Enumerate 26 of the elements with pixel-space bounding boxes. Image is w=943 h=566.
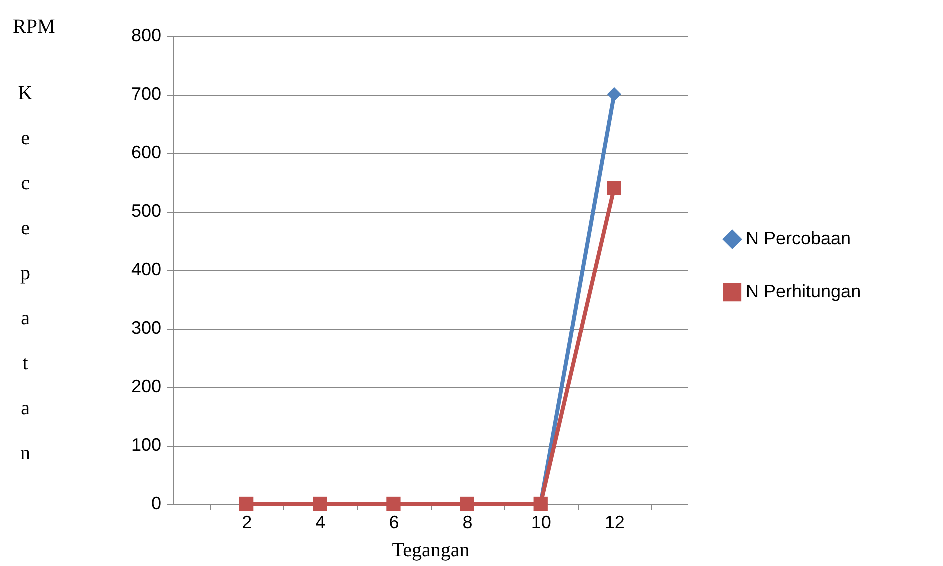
point: [313, 496, 328, 512]
y-tick-label: 400: [131, 260, 162, 280]
y-tick-label: 600: [131, 142, 162, 162]
legend-label: N Perhitungan: [746, 282, 862, 302]
y-tick-label: 300: [131, 318, 162, 338]
y-tick-label: 800: [131, 26, 162, 46]
point: [607, 181, 622, 196]
x-tick-label: 4: [316, 512, 326, 532]
legend-label: N Percobaan: [746, 228, 852, 248]
y-tick-label: 500: [131, 201, 162, 221]
text: Kecepatan: [18, 82, 33, 464]
point: [607, 87, 622, 102]
point: [460, 496, 474, 512]
point: [386, 496, 401, 512]
y-tick-label: 100: [131, 435, 162, 455]
point: [240, 496, 254, 512]
x-tick-label: 12: [604, 512, 625, 532]
y-tick-label: 0: [151, 494, 162, 514]
x-tick-label: 8: [462, 512, 473, 532]
x-tick-label: 2: [242, 512, 252, 532]
text: RPM: [13, 16, 56, 38]
x-tick-label: 10: [531, 512, 552, 532]
x-tick-label: 6: [389, 512, 400, 532]
x-axis-title: Tegangan: [392, 540, 470, 562]
y-tick-label: 700: [131, 84, 162, 104]
y-tick-label: 200: [131, 376, 162, 396]
